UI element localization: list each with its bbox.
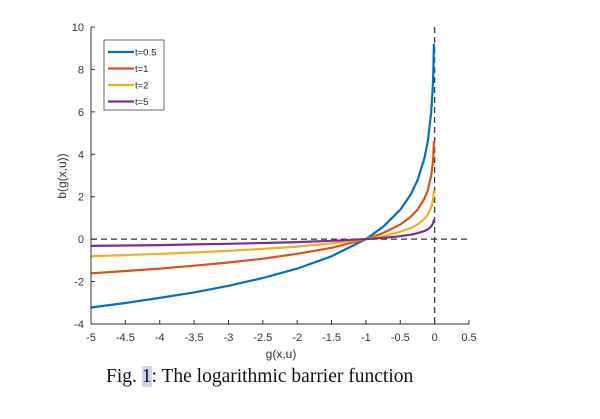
x-tick-label: -5	[86, 332, 96, 344]
caption-number: 1	[141, 366, 152, 387]
series-line-t-5	[90, 219, 435, 247]
series-line-t-1	[90, 141, 435, 275]
y-tick-label: 4	[78, 149, 84, 161]
y-tick-label: 2	[78, 192, 84, 204]
caption-prefix: Fig.	[106, 366, 142, 387]
x-axis-label: g(x,u)	[266, 347, 297, 361]
x-tick-label: -1	[361, 332, 371, 344]
x-tick-label: 0	[432, 332, 438, 344]
x-tick-label: -0.5	[391, 332, 410, 344]
y-tick-label: 6	[78, 107, 84, 119]
figure-caption: Fig. 1: The logarithmic barrier function	[106, 366, 413, 388]
x-tick-label: -1.5	[322, 332, 341, 344]
x-tick-label: -4	[155, 332, 165, 344]
legend-label: t=0.5	[135, 48, 156, 59]
series-line-t-0-5	[90, 43, 435, 309]
x-tick-label: -4.5	[116, 332, 135, 344]
y-tick-label: -2	[74, 277, 84, 289]
caption-text: : The logarithmic barrier function	[151, 366, 414, 387]
legend-label: t=2	[135, 81, 148, 92]
y-tick-label: -4	[74, 319, 84, 331]
legend-label: t=1	[135, 64, 148, 75]
y-axis-label: b(g(x,u))	[55, 153, 69, 198]
x-tick-label: -2	[292, 332, 302, 344]
x-tick-label: -2.5	[253, 332, 272, 344]
y-tick-label: 0	[78, 234, 84, 246]
x-tick-label: 0.5	[461, 332, 476, 344]
x-tick-label: -3	[224, 332, 234, 344]
legend-label: t=5	[135, 97, 148, 108]
series-line-t-2	[90, 190, 435, 258]
y-tick-label: 10	[72, 22, 84, 34]
y-tick-label: 8	[78, 64, 84, 76]
x-tick-label: -3.5	[185, 332, 204, 344]
